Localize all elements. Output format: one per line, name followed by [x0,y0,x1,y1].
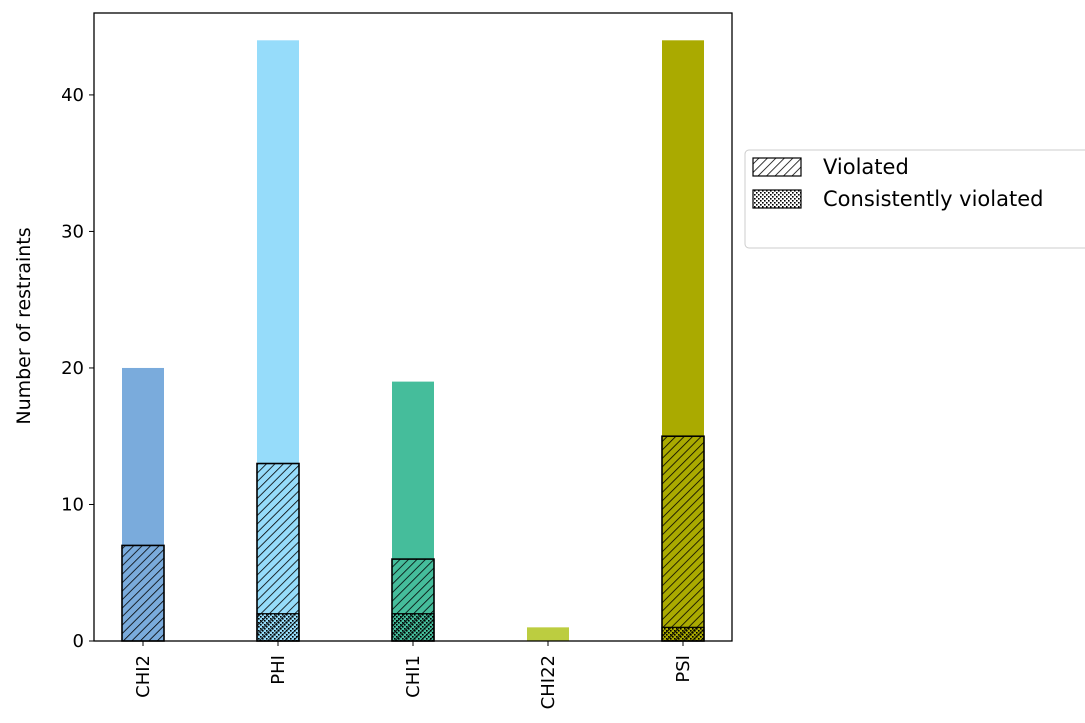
y-axis-label: Number of restraints [13,227,35,424]
legend-box [744,149,1085,249]
bar-violated-psi [661,435,705,642]
bar-consistently-violated-chi1 [391,613,435,642]
y-tick-label-20: 20 [61,358,84,379]
plot-frame [93,12,733,642]
y-tick-label-10: 10 [61,494,84,515]
axes-layer: CHI2 PHI CHI1 CHI22 PSI 0 10 20 30 40 [61,12,733,709]
legend-label-violated: Violated [823,155,909,179]
bar-consistently-violated-psi [661,626,705,642]
x-tick-label-psi: PSI [673,655,694,683]
y-tick-label-40: 40 [61,85,84,106]
x-tick-label-chi1: CHI1 [403,655,424,698]
x-tick-label-chi2: CHI2 [133,655,154,698]
bars-layer [121,40,705,642]
bar-consistently-violated-phi [256,613,300,642]
x-tick-label-chi22: CHI22 [538,655,559,709]
y-tick-label-30: 30 [61,221,84,242]
legend: Violated Consistently violated [744,149,1085,249]
x-tick-label-phi: PHI [268,655,289,685]
bar-violated-chi2 [121,544,165,642]
bar-total-chi22 [527,627,569,641]
legend-swatch-violated [752,157,802,177]
legend-swatch-consistently-violated [752,189,802,209]
y-tick-label-0: 0 [73,631,84,652]
legend-label-consistently-violated: Consistently violated [823,187,1043,211]
